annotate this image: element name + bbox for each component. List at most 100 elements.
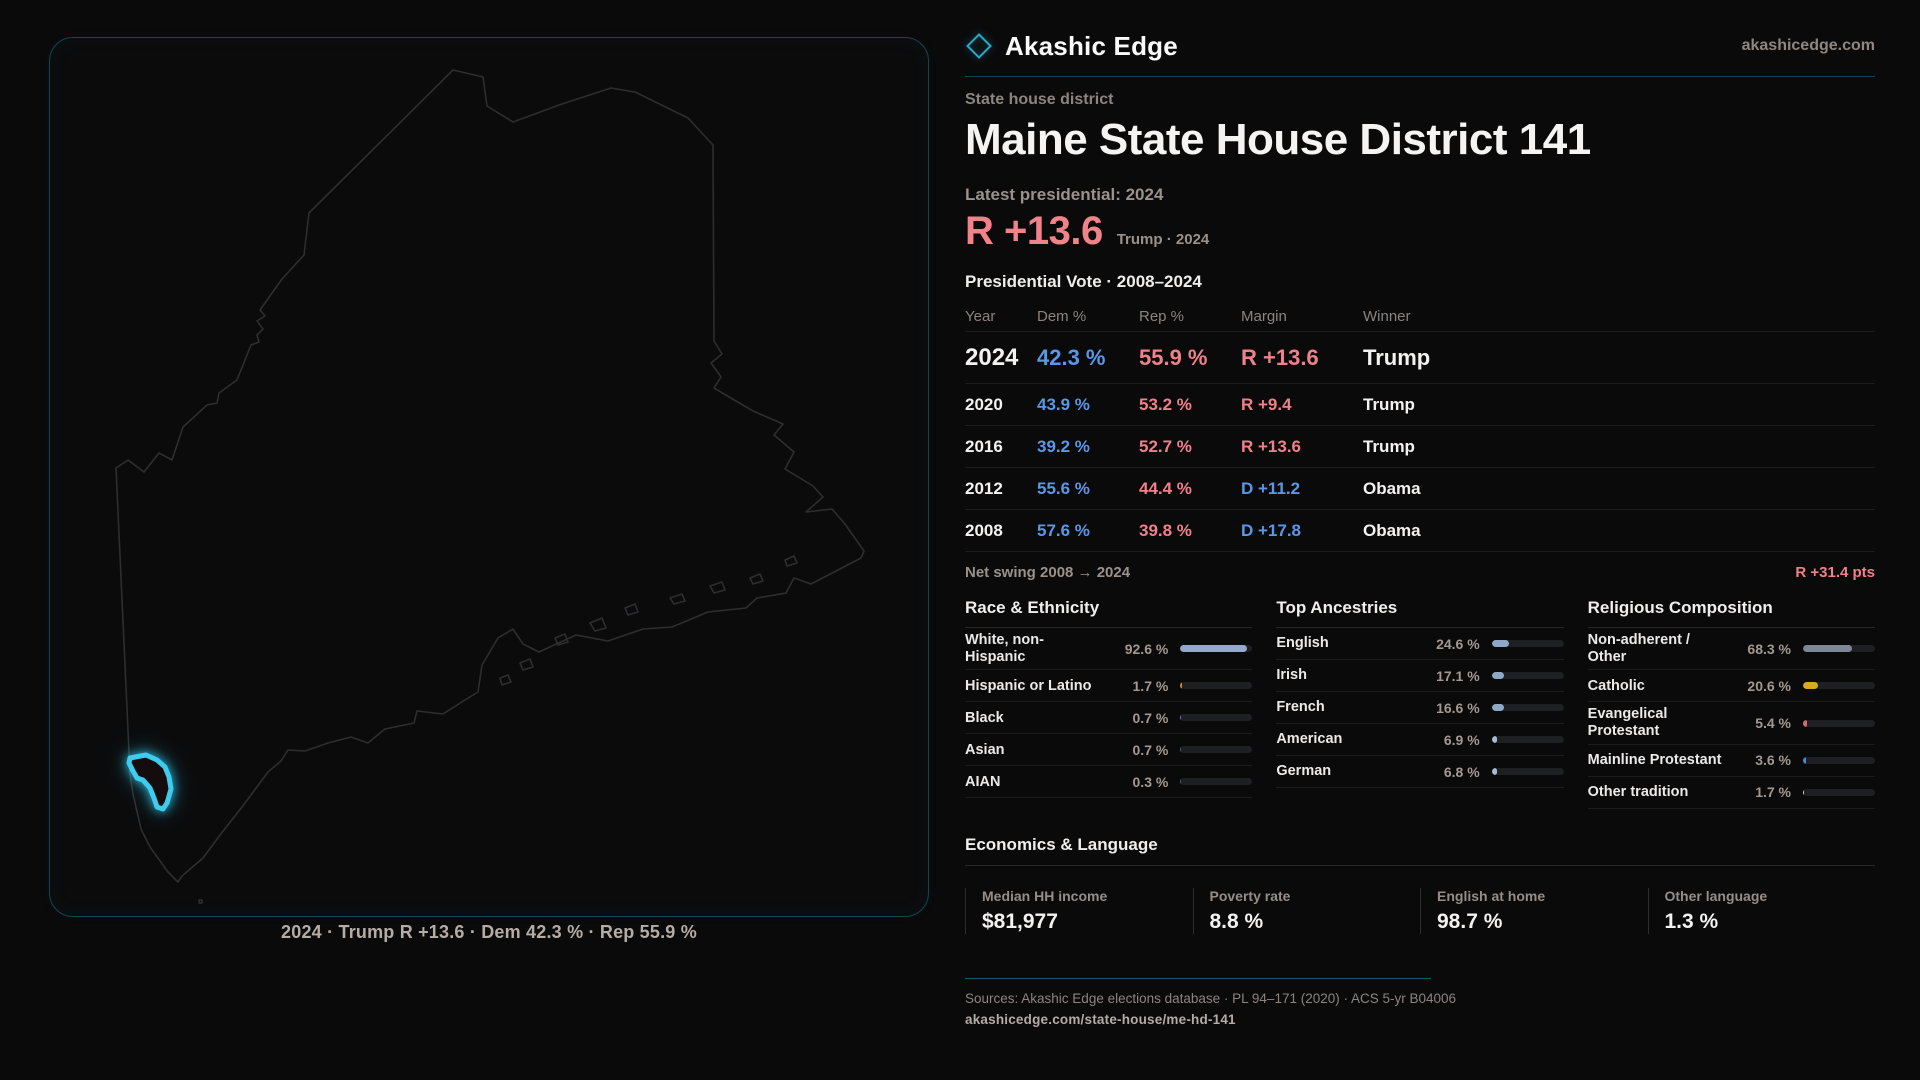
vote-winner: Obama (1363, 520, 1421, 540)
demographic-label: Black (965, 709, 1004, 726)
demographic-bar-fill (1491, 768, 1497, 775)
vote-table-row[interactable]: 2012 55.6 % 44.4 % D +11.2 Obama (965, 468, 1875, 510)
demographic-label: AIAN (965, 773, 1001, 790)
demographic-bar-track (1180, 645, 1253, 653)
demographic-bar-fill (1803, 756, 1806, 764)
district-report-panel: Akashic Edge akashicedge.com State house… (965, 26, 1875, 1027)
economic-stat: English at home 98.7 % (1420, 887, 1648, 934)
demographic-row: Evangelical Protestant 5.4 % (1587, 702, 1875, 745)
demographic-row: White, non-Hispanic 92.6 % (965, 628, 1253, 671)
brand-header: Akashic Edge akashicedge.com (965, 26, 1875, 66)
demographics-column-title: Race & Ethnicity (965, 598, 1253, 628)
demographics-column-title: Religious Composition (1587, 598, 1875, 628)
demographic-bar-fill (1803, 719, 1807, 727)
economic-stat-label: Median HH income (982, 887, 1108, 904)
hero-label: Latest presidential: 2024 (965, 185, 1164, 204)
demographic-value: 0.7 % (1132, 741, 1169, 758)
maine-outline (115, 69, 865, 883)
vote-table-row[interactable]: 2016 39.2 % 52.7 % R +13.6 Trump (965, 426, 1875, 468)
vote-winner: Trump (1363, 394, 1415, 414)
footer-sources: Sources: Akashic Edge elections database… (965, 990, 1457, 1006)
demographics-grid: Race & Ethnicity White, non-Hispanic 92.6 … (965, 598, 1875, 809)
vote-table-row[interactable]: 2024 42.3 % 55.9 % R +13.6 Trump (965, 332, 1875, 384)
vote-column-header: Margin (1241, 308, 1287, 325)
demographic-bar-track (1491, 736, 1564, 743)
demographic-row: English 24.6 % (1276, 628, 1564, 660)
vote-margin: R +13.6 (1241, 344, 1319, 370)
header-divider (965, 76, 1875, 77)
demographic-label: Hispanic or Latino (965, 677, 1092, 694)
hero-stat: R +13.6 Trump · 2024 (965, 209, 1875, 254)
vote-table-row[interactable]: 2008 57.6 % 39.8 % D +17.8 Obama (965, 510, 1875, 552)
vote-dem-pct: 57.6 % (1037, 520, 1090, 540)
vote-table-header: Year Dem % Rep % Margin Winner (965, 302, 1875, 332)
highlighted-district-141 (126, 752, 174, 812)
vote-year: 2024 (965, 343, 1019, 371)
demographic-bar-track (1180, 682, 1253, 690)
state-map-panel (49, 37, 929, 917)
vote-margin: R +13.6 (1241, 436, 1302, 456)
demographic-bar-track (1180, 714, 1253, 722)
demographic-value: 17.1 % (1436, 667, 1480, 684)
diamond-logo-icon (966, 33, 992, 59)
demographic-label: Irish (1276, 667, 1307, 684)
net-swing-row: Net swing 2008 → 2024 R +31.4 pts (965, 554, 1875, 590)
demographic-bar-fill (1803, 788, 1805, 796)
demographic-value: 20.6 % (1747, 677, 1791, 694)
vote-year: 2008 (965, 520, 1003, 540)
demographic-label: English (1276, 635, 1329, 652)
net-swing-value: R +31.4 pts (1795, 563, 1875, 581)
vote-table-row[interactable]: 2020 43.9 % 53.2 % R +9.4 Trump (965, 384, 1875, 426)
vote-year: 2020 (965, 394, 1003, 414)
page-title: Maine State House District 141 (965, 115, 1591, 164)
vote-table-title: Presidential Vote · 2008–2024 (965, 272, 1202, 291)
economic-stat: Other language 1.3 % (1647, 887, 1876, 934)
demographics-column: Religious Composition Non-adherent / Othe… (1587, 598, 1875, 809)
demographic-bar-fill (1491, 640, 1510, 647)
demographic-row: American 6.9 % (1276, 724, 1564, 756)
demographic-label: White, non-Hispanic (965, 632, 1044, 665)
vote-margin: D +17.8 (1241, 520, 1302, 540)
demographic-bar-track (1803, 756, 1875, 764)
demographic-bar-track (1803, 682, 1875, 690)
vote-rep-pct: 53.2 % (1139, 394, 1192, 414)
demographic-bar-track (1803, 719, 1875, 727)
demographic-bar-fill (1803, 645, 1853, 653)
demographic-label: Catholic (1587, 677, 1645, 694)
brand-name: Akashic Edge (1005, 30, 1178, 61)
economic-stat-value: 1.3 % (1664, 909, 1719, 933)
hero-sub-label: Trump · 2024 (1116, 231, 1210, 248)
demographic-value: 1.7 % (1755, 784, 1791, 801)
demographic-row: Non-adherent / Other 68.3 % (1587, 628, 1875, 671)
demographic-row: Other tradition 1.7 % (1587, 777, 1875, 809)
demographic-label: Non-adherent / Other (1587, 632, 1690, 665)
footer: Sources: Akashic Edge elections database… (965, 977, 1875, 1027)
economic-stat-label: Other language (1664, 887, 1768, 904)
map-caption: 2024 · Trump R +13.6 · Dem 42.3 % · Rep … (281, 922, 697, 942)
demographic-value: 68.3 % (1747, 640, 1791, 657)
demographic-bar-fill (1180, 746, 1182, 754)
demographic-bar-track (1803, 645, 1875, 653)
demographic-value: 6.8 % (1443, 763, 1480, 780)
economic-stat-value: $81,977 (982, 909, 1058, 933)
vote-winner: Trump (1363, 436, 1415, 456)
economics-stats: Median HH income $81,977 Poverty rate 8.8 %… (965, 887, 1876, 934)
economic-stat-label: Poverty rate (1209, 887, 1291, 904)
demographic-bar-fill (1180, 778, 1182, 786)
demographic-row: Hispanic or Latino 1.7 % (965, 670, 1253, 703)
hero-margin-value: R +13.6 (965, 209, 1103, 253)
demographic-row: Mainline Protestant 3.6 % (1587, 745, 1875, 777)
demographic-bar-fill (1491, 736, 1497, 743)
maine-state-map (115, 69, 865, 904)
demographic-bar-fill (1180, 645, 1247, 653)
demographic-bar-track (1491, 640, 1564, 647)
demographic-value: 3.6 % (1755, 752, 1791, 769)
demographic-bar-fill (1180, 714, 1182, 722)
brand-domain-link[interactable]: akashicedge.com (1741, 37, 1875, 54)
demographic-label: American (1276, 731, 1343, 748)
vote-dem-pct: 43.9 % (1037, 394, 1090, 414)
vote-column-header: Dem % (1037, 308, 1087, 325)
demographic-bar-fill (1491, 704, 1504, 711)
demographic-row: Irish 17.1 % (1276, 660, 1564, 692)
footer-permalink[interactable]: akashicedge.com/state-house/me-hd-141 (965, 1011, 1236, 1027)
